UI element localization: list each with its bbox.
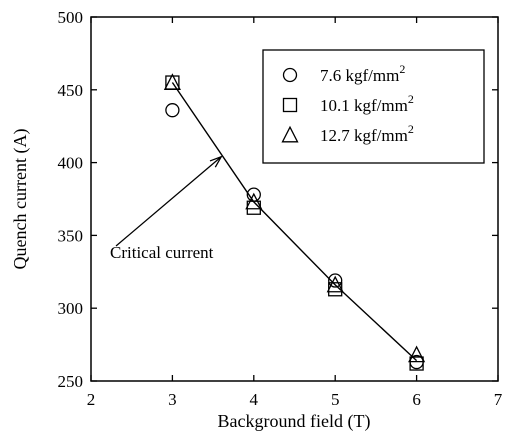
annotation-text: Critical current	[110, 243, 214, 262]
plot-area	[90, 16, 499, 382]
data-point-circle	[165, 103, 180, 118]
y-tick-label: 450	[58, 81, 84, 100]
legend-marker-square	[282, 97, 298, 113]
data-point-triangle	[326, 275, 344, 293]
y-tick-label: 250	[58, 372, 84, 391]
legend: 7.6 kgf/mm2 10.1 kgf/mm2 12.7 kgf/mm2	[262, 49, 485, 164]
legend-label: 7.6 kgf/mm2	[320, 62, 405, 85]
x-tick-label: 6	[412, 390, 421, 409]
data-point-triangle	[163, 73, 181, 90]
y-tick-label: 300	[58, 299, 84, 318]
data-point-triangle	[245, 192, 263, 210]
data-point-triangle	[408, 345, 426, 363]
y-axis-ticks: 250 300 350 400 450 500	[58, 8, 498, 391]
plot-frame	[90, 16, 499, 382]
data-point-circle	[328, 273, 343, 288]
annotation-arrowhead	[209, 155, 223, 168]
legend-marker-circle	[282, 67, 298, 83]
data-point-square	[409, 356, 424, 371]
x-axis-ticks: 2 3 4 5 6 7	[87, 17, 503, 409]
legend-marker-triangle	[281, 125, 299, 143]
x-tick-label: 2	[87, 390, 96, 409]
x-tick-label: 5	[331, 390, 340, 409]
critical-current-line	[171, 82, 418, 362]
annotation-arrow	[115, 156, 222, 247]
legend-box	[262, 49, 485, 164]
legend-label: 10.1 kgf/mm2	[320, 92, 414, 115]
y-tick-label: 500	[58, 8, 84, 27]
y-tick-label: 350	[58, 226, 84, 245]
x-tick-label: 7	[494, 390, 503, 409]
legend-label: 12.7 kgf/mm2	[320, 122, 414, 145]
x-axis-label: Background field (T)	[218, 411, 371, 432]
x-tick-label: 3	[168, 390, 177, 409]
y-axis-label: Quench current (A)	[10, 129, 31, 270]
y-tick-label: 400	[58, 154, 84, 173]
x-tick-label: 4	[250, 390, 259, 409]
series-triangle	[163, 73, 426, 363]
annotation: Critical current	[110, 155, 223, 262]
